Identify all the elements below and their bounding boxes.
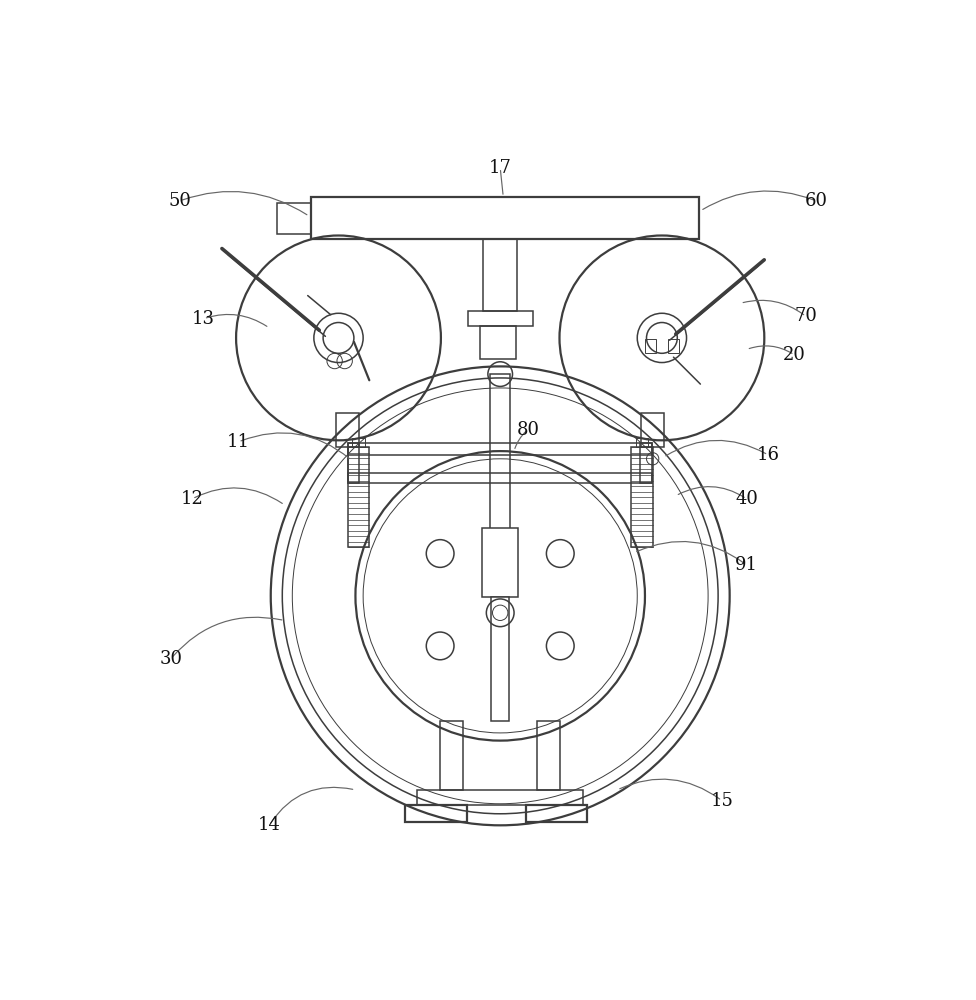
Bar [347, 473, 652, 483]
Bar [405, 805, 468, 822]
Bar [635, 438, 648, 447]
Text: 91: 91 [735, 556, 758, 574]
Text: 12: 12 [181, 490, 204, 508]
Text: 16: 16 [756, 446, 780, 464]
Bar [468, 311, 533, 326]
Text: 17: 17 [489, 159, 511, 177]
Bar [277, 203, 310, 234]
Bar [491, 597, 509, 721]
Bar [640, 443, 652, 483]
Bar [526, 805, 588, 822]
Bar [480, 326, 515, 359]
Text: 30: 30 [159, 650, 183, 668]
Text: 20: 20 [783, 346, 806, 364]
Bar [641, 413, 665, 447]
Bar [537, 721, 560, 790]
Bar [347, 443, 652, 455]
Bar [352, 438, 365, 447]
Bar [310, 197, 699, 239]
Text: 14: 14 [258, 816, 281, 834]
Bar [631, 447, 653, 547]
Bar [645, 339, 656, 353]
Bar [490, 374, 510, 547]
Text: 13: 13 [192, 310, 216, 328]
Text: 60: 60 [804, 192, 828, 210]
Bar [668, 339, 679, 353]
Bar [347, 443, 359, 483]
Bar [482, 528, 518, 597]
Text: 50: 50 [169, 192, 191, 210]
Text: 70: 70 [794, 307, 817, 325]
Bar [483, 239, 517, 311]
Text: 40: 40 [735, 490, 758, 508]
Bar [347, 447, 369, 547]
Text: 15: 15 [711, 792, 733, 810]
Bar [440, 721, 464, 790]
Text: 11: 11 [226, 433, 250, 451]
Bar [493, 547, 508, 698]
Bar [336, 413, 359, 447]
Text: 80: 80 [516, 421, 540, 439]
Bar [417, 790, 584, 805]
